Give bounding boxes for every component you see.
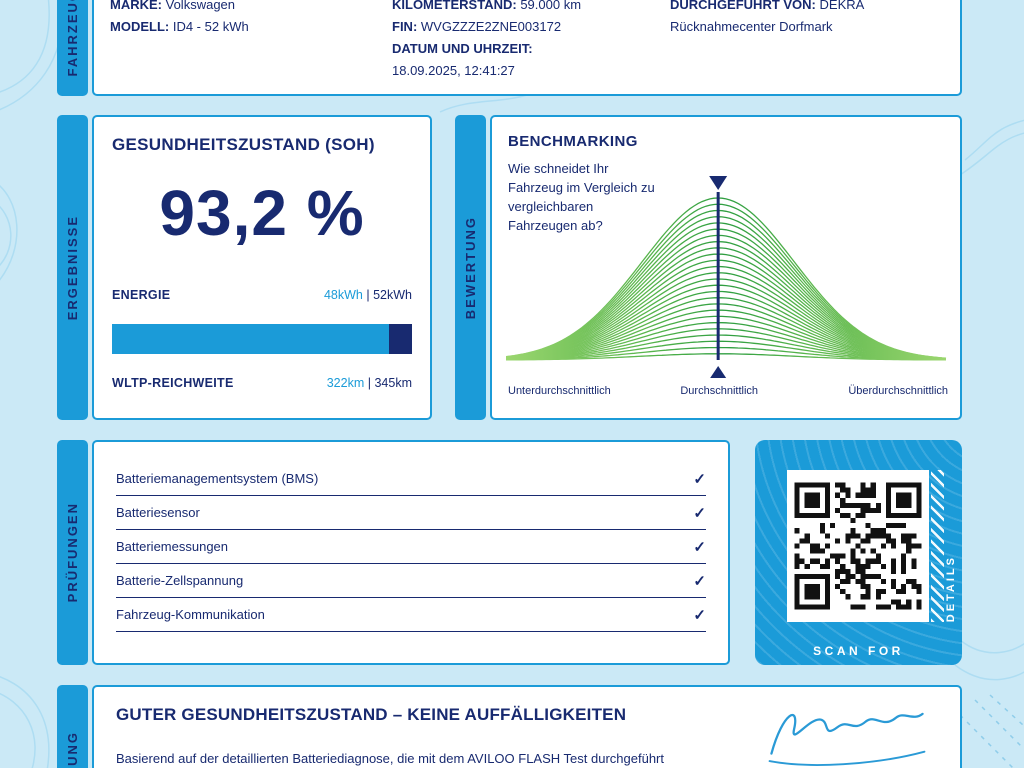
tab-fahrzeug-label: FAHRZEUG bbox=[65, 0, 80, 77]
vehicle-field-label: FIN: bbox=[392, 19, 418, 34]
vehicle-field: MODELL: ID4 - 52 kWh bbox=[110, 16, 380, 38]
checklist: Batteriemanagementsystem (BMS) ✓ Batteries… bbox=[116, 462, 706, 632]
tab-bewertung: BEWERTUNG bbox=[455, 115, 486, 420]
vehicle-field-value: 18.09.2025, 12:41:27 bbox=[392, 63, 515, 78]
check-item-label: Batteriemessungen bbox=[116, 539, 229, 554]
vehicle-field-label: MODELL: bbox=[110, 19, 170, 34]
vehicle-col-2: KILOMETERSTAND: 59.000 km FIN: WVGZZZE2ZN… bbox=[392, 0, 642, 82]
energy-bar-remainder bbox=[388, 324, 412, 355]
benchmark-heading: BENCHMARKING bbox=[508, 133, 638, 150]
tab-pruefungen: PRÜFUNGEN bbox=[57, 440, 88, 665]
range-label: WLTP-REICHWEITE bbox=[112, 376, 234, 391]
check-row: Batteriesensor ✓ bbox=[116, 496, 706, 530]
tab-fahrzeug: FAHRZEUG bbox=[57, 0, 88, 96]
check-row: Fahrzeug-Kommunikation ✓ bbox=[116, 598, 706, 632]
check-item-label: Fahrzeug-Kommunikation bbox=[116, 607, 265, 622]
vehicle-field-value: WVGZZZE2ZNE003172 bbox=[420, 19, 562, 34]
benchmark-label-mid: Durchschnittlich bbox=[680, 385, 759, 397]
checkmark-icon: ✓ bbox=[693, 606, 706, 624]
check-item-label: Batterie-Zellspannung bbox=[116, 573, 244, 588]
qr-details-vertical-label: DETAILS bbox=[941, 470, 961, 622]
benchmark-axis-labels: Unterdurchschnittlich Durchschnittlich Ü… bbox=[508, 385, 948, 399]
soh-value: 93,2 % bbox=[159, 177, 365, 249]
range-total-value: | 345km bbox=[367, 376, 412, 391]
summary-body: Basierend auf der detaillierten Batterie… bbox=[116, 751, 664, 766]
vehicle-field-label: KILOMETERSTAND: bbox=[392, 0, 517, 12]
qr-details-text: DETAILS bbox=[945, 554, 957, 622]
vehicle-field: DURCHGEFÜHRT VON: DEKRA Rücknahmecenter … bbox=[670, 0, 900, 38]
summary-heading: GUTER GESUNDHEITSZUSTAND – KEINE AUFFÄLL… bbox=[116, 705, 627, 724]
energy-row: ENERGIE 48kWh | 52kWh bbox=[112, 288, 412, 302]
qr-card: DETAILS SCAN FOR bbox=[755, 440, 962, 665]
checkmark-icon: ✓ bbox=[693, 572, 706, 590]
tab-pruefungen-label: PRÜFUNGEN bbox=[65, 502, 80, 603]
vehicle-field-label: DATUM UND UHRZEIT: bbox=[392, 41, 533, 56]
energy-label: ENERGIE bbox=[112, 288, 171, 303]
energy-bar-fill bbox=[112, 324, 389, 355]
signature bbox=[768, 712, 926, 766]
vehicle-col-1: MARKE: Volkswagen MODELL: ID4 - 52 kWh bbox=[110, 0, 380, 38]
vehicle-field-value: Volkswagen bbox=[165, 0, 236, 12]
tab-zusammenfassung: ZUSAMMENFASSUNG bbox=[57, 685, 88, 768]
energy-total-value: | 52kWh bbox=[366, 288, 412, 303]
qr-scan-for-label: SCAN FOR bbox=[813, 644, 904, 658]
benchmark-label-high: Überdurchschnittlich bbox=[848, 385, 948, 397]
benchmark-label-low: Unterdurchschnittlich bbox=[508, 385, 611, 397]
checkmark-icon: ✓ bbox=[693, 538, 706, 556]
check-item-label: Batteriemanagementsystem (BMS) bbox=[116, 471, 319, 486]
checkmark-icon: ✓ bbox=[693, 470, 706, 488]
vehicle-field-label: MARKE: bbox=[110, 0, 162, 12]
check-item-label: Batteriesensor bbox=[116, 505, 200, 520]
vehicle-field: MARKE: Volkswagen bbox=[110, 0, 380, 16]
vehicle-field-value: DEKRA Rücknahmecenter Dorfmark bbox=[670, 0, 864, 34]
tab-bewertung-label: BEWERTUNG bbox=[463, 215, 478, 320]
check-row: Batteriemanagementsystem (BMS) ✓ bbox=[116, 462, 706, 496]
check-row: Batteriemessungen ✓ bbox=[116, 530, 706, 564]
tab-ergebnisse: ERGEBNISSE bbox=[57, 115, 88, 420]
vehicle-field: KILOMETERSTAND: 59.000 km bbox=[392, 0, 642, 16]
qr-diagonal-stripes-decoration bbox=[931, 470, 944, 622]
vehicle-field: DATUM UND UHRZEIT: 18.09.2025, 12:41:27 bbox=[392, 38, 642, 82]
soh-card: GESUNDHEITSZUSTAND (SOH) 93,2 % ENERGIE … bbox=[92, 115, 432, 420]
qr-code bbox=[794, 482, 922, 610]
vehicle-field-value: ID4 - 52 kWh bbox=[172, 19, 249, 34]
vehicle-col-3: DURCHGEFÜHRT VON: DEKRA Rücknahmecenter … bbox=[670, 0, 900, 38]
vehicle-field-value: 59.000 km bbox=[520, 0, 582, 12]
range-row: WLTP-REICHWEITE 322km | 345km bbox=[112, 376, 412, 390]
range-values: 322km | 345km bbox=[327, 376, 412, 390]
range-current-value: 322km bbox=[326, 376, 365, 391]
benchmark-description: Wie schneidet Ihr Fahrzeug im Vergleich … bbox=[508, 161, 655, 233]
tab-zusammenfassung-label: ZUSAMMENFASSUNG bbox=[65, 731, 80, 768]
qr-code-panel bbox=[787, 470, 929, 622]
vehicle-field: FIN: WVGZZZE2ZNE003172 bbox=[392, 16, 642, 38]
energy-bar bbox=[112, 324, 412, 355]
summary-card: GUTER GESUNDHEITSZUSTAND – KEINE AUFFÄLL… bbox=[92, 685, 962, 768]
tab-ergebnisse-label: ERGEBNISSE bbox=[65, 214, 80, 321]
checklist-card: Batteriemanagementsystem (BMS) ✓ Batteries… bbox=[92, 440, 730, 665]
vehicle-field-label: DURCHGEFÜHRT VON: bbox=[670, 0, 816, 12]
soh-heading: GESUNDHEITSZUSTAND (SOH) bbox=[112, 135, 375, 154]
energy-current-value: 48kWh bbox=[323, 288, 363, 303]
benchmark-card: BENCHMARKING Wie schneidet Ihr Fahrzeug … bbox=[490, 115, 962, 420]
vehicle-info-card: MARKE: Volkswagen MODELL: ID4 - 52 kWh KI… bbox=[92, 0, 962, 96]
benchmark-bell-curve-chart bbox=[506, 176, 947, 378]
energy-values: 48kWh | 52kWh bbox=[324, 288, 412, 302]
checkmark-icon: ✓ bbox=[693, 504, 706, 522]
check-row: Batterie-Zellspannung ✓ bbox=[116, 564, 706, 598]
